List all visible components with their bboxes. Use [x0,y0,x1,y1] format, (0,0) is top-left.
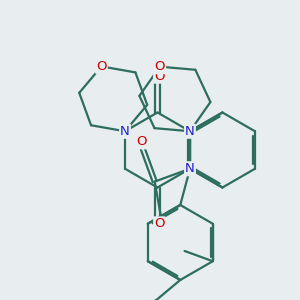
Text: O: O [154,218,165,230]
Text: O: O [154,70,165,83]
Text: O: O [137,135,147,148]
Text: O: O [96,60,107,73]
Text: N: N [120,125,130,138]
Text: O: O [154,60,165,73]
Text: N: N [185,162,195,175]
Text: N: N [185,125,195,138]
